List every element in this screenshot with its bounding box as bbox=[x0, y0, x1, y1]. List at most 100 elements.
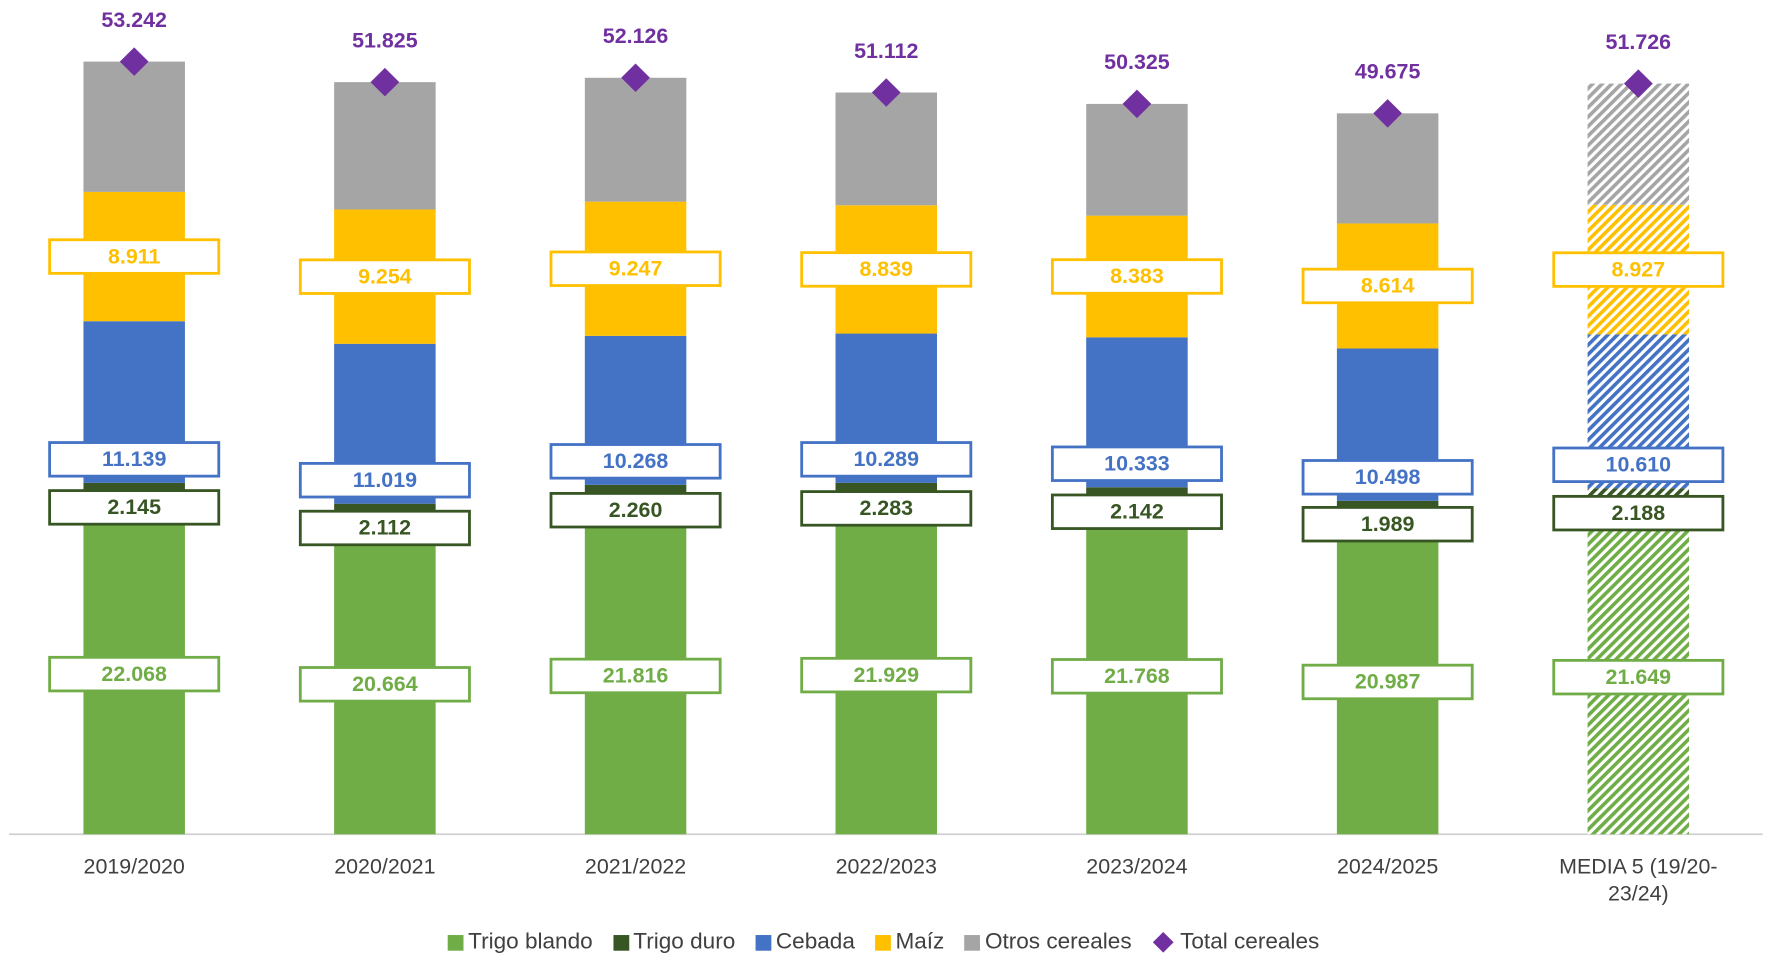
label-box bbox=[549, 443, 722, 480]
label-box bbox=[800, 251, 973, 288]
legend-item: Cebada bbox=[755, 929, 855, 955]
data-label: 9.254 bbox=[358, 264, 412, 288]
total-label: 52.126 bbox=[603, 24, 669, 48]
data-label: 2.145 bbox=[107, 495, 161, 519]
data-label: 21.649 bbox=[1606, 665, 1672, 689]
total-label: 51.825 bbox=[352, 29, 418, 53]
legend-item: Total cereales bbox=[1152, 929, 1319, 955]
label-box bbox=[1552, 494, 1725, 532]
data-label: 8.839 bbox=[859, 257, 913, 281]
legend-label: Trigo duro bbox=[633, 929, 736, 955]
label-box bbox=[48, 489, 221, 526]
label-box bbox=[1301, 267, 1474, 305]
label-box bbox=[549, 657, 722, 695]
label-box bbox=[1301, 459, 1474, 496]
bar-segment bbox=[835, 92, 938, 206]
data-label: 21.816 bbox=[603, 664, 669, 688]
label-box bbox=[1301, 663, 1474, 701]
data-label: 21.929 bbox=[853, 663, 919, 687]
data-label: 2.142 bbox=[1110, 500, 1164, 524]
bar-segment bbox=[83, 61, 185, 192]
label-box bbox=[800, 441, 973, 478]
label-box bbox=[298, 509, 471, 547]
x-tick-label: 2021/2022 bbox=[584, 855, 687, 880]
x-tick-label: 2023/2024 bbox=[1086, 855, 1188, 880]
legend-swatch bbox=[755, 934, 772, 951]
data-label: 2.260 bbox=[609, 498, 663, 522]
label-box bbox=[800, 490, 973, 527]
data-label: 2.188 bbox=[1612, 501, 1666, 525]
bar-segment bbox=[584, 77, 687, 202]
data-label: 20.664 bbox=[352, 672, 418, 696]
legend-label: Otros cereales bbox=[984, 929, 1132, 955]
total-label: 50.325 bbox=[1104, 50, 1170, 74]
label-box bbox=[1050, 658, 1223, 695]
data-label: 8.614 bbox=[1361, 274, 1415, 298]
data-label: 11.139 bbox=[102, 447, 166, 471]
label-box bbox=[48, 655, 221, 693]
data-label: 8.927 bbox=[1612, 257, 1666, 281]
data-label: 2.283 bbox=[859, 496, 913, 520]
bar-segment bbox=[334, 82, 436, 210]
legend-swatch bbox=[875, 934, 891, 951]
label-box bbox=[800, 656, 973, 694]
legend-label: Trigo blando bbox=[468, 929, 593, 955]
label-box bbox=[549, 492, 722, 529]
label-box bbox=[1050, 445, 1223, 482]
x-tick-label: 2022/2023 bbox=[835, 855, 937, 880]
label-box bbox=[298, 258, 471, 295]
legend-item: Trigo blando bbox=[447, 929, 593, 955]
label-box bbox=[1552, 251, 1725, 288]
x-tick-label: 2019/2020 bbox=[83, 855, 185, 880]
data-label: 10.268 bbox=[603, 449, 669, 473]
legend-item: Trigo duro bbox=[612, 929, 736, 955]
label-box bbox=[549, 250, 722, 287]
data-label: 10.289 bbox=[853, 447, 919, 471]
total-label: 51.726 bbox=[1606, 30, 1672, 54]
data-label: 9.247 bbox=[609, 257, 663, 281]
label-box bbox=[1552, 658, 1725, 696]
data-label: 2.112 bbox=[359, 516, 412, 540]
legend: Trigo blando Trigo duro Cebada Maíz Otros ce… bbox=[0, 929, 1767, 955]
bar-segment bbox=[1587, 83, 1690, 205]
legend-item: Otros cereales bbox=[964, 929, 1132, 955]
label-box bbox=[1050, 493, 1223, 530]
total-label: 53.242 bbox=[101, 8, 167, 32]
label-box bbox=[1050, 258, 1223, 295]
total-label: 49.675 bbox=[1355, 60, 1421, 84]
data-label: 11.019 bbox=[353, 468, 417, 492]
legend-label: Cebada bbox=[775, 929, 855, 955]
label-box bbox=[298, 462, 471, 499]
data-label: 10.498 bbox=[1355, 465, 1421, 489]
bar-segment bbox=[1086, 103, 1188, 216]
label-box bbox=[48, 238, 221, 275]
label-box bbox=[48, 441, 221, 478]
legend-label: Maíz bbox=[895, 929, 945, 955]
x-tick-label: MEDIA 5 (19/20-23/24) bbox=[1559, 855, 1718, 906]
label-box bbox=[298, 666, 471, 703]
bar-segment bbox=[1336, 113, 1439, 224]
data-label: 22.068 bbox=[101, 662, 167, 686]
data-label: 20.987 bbox=[1355, 670, 1421, 694]
total-marker bbox=[621, 63, 650, 93]
data-label: 10.333 bbox=[1104, 452, 1170, 476]
legend-item: Maíz bbox=[875, 929, 944, 955]
legend-swatch bbox=[447, 934, 464, 951]
total-label: 51.112 bbox=[854, 39, 918, 63]
data-label: 8.383 bbox=[1110, 264, 1164, 288]
legend-label: Total cereales bbox=[1180, 929, 1320, 955]
legend-swatch bbox=[612, 934, 629, 951]
label-box bbox=[1301, 506, 1474, 543]
data-label: 21.768 bbox=[1104, 664, 1170, 688]
data-label: 10.610 bbox=[1606, 453, 1672, 477]
x-tick-label: 2024/2025 bbox=[1336, 855, 1439, 880]
legend-swatch bbox=[1153, 932, 1175, 953]
data-label: 8.911 bbox=[108, 244, 161, 268]
legend-swatch bbox=[964, 934, 981, 951]
x-tick-label: 2020/2021 bbox=[334, 855, 436, 880]
label-box bbox=[1552, 446, 1725, 484]
data-label: 1.989 bbox=[1361, 512, 1415, 536]
